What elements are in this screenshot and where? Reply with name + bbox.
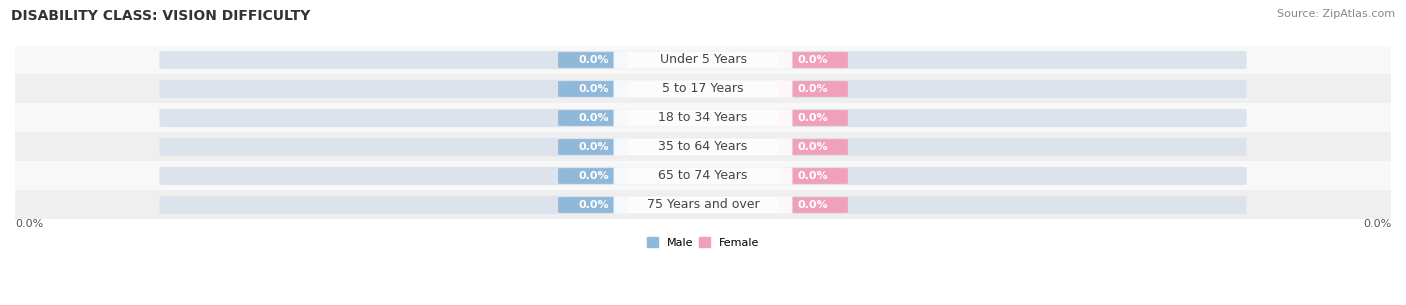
- Text: 0.0%: 0.0%: [797, 171, 828, 181]
- Text: 0.0%: 0.0%: [578, 55, 609, 65]
- FancyBboxPatch shape: [558, 52, 628, 68]
- Text: 0.0%: 0.0%: [797, 113, 828, 123]
- FancyBboxPatch shape: [159, 138, 1247, 156]
- Text: 75 Years and over: 75 Years and over: [647, 199, 759, 211]
- FancyBboxPatch shape: [613, 138, 793, 156]
- FancyBboxPatch shape: [778, 52, 848, 68]
- FancyBboxPatch shape: [613, 167, 793, 185]
- FancyBboxPatch shape: [613, 196, 793, 214]
- FancyBboxPatch shape: [159, 51, 1247, 69]
- Bar: [15, 74, 1391, 103]
- Bar: [15, 45, 1391, 74]
- FancyBboxPatch shape: [558, 197, 628, 213]
- FancyBboxPatch shape: [613, 51, 793, 69]
- FancyBboxPatch shape: [558, 168, 628, 184]
- Text: Under 5 Years: Under 5 Years: [659, 53, 747, 66]
- Text: 0.0%: 0.0%: [1362, 220, 1391, 229]
- Text: 0.0%: 0.0%: [15, 220, 44, 229]
- FancyBboxPatch shape: [558, 110, 628, 126]
- FancyBboxPatch shape: [558, 81, 628, 97]
- Text: 5 to 17 Years: 5 to 17 Years: [662, 82, 744, 95]
- FancyBboxPatch shape: [159, 80, 1247, 98]
- Text: 0.0%: 0.0%: [797, 55, 828, 65]
- Text: Source: ZipAtlas.com: Source: ZipAtlas.com: [1277, 9, 1395, 19]
- Text: DISABILITY CLASS: VISION DIFFICULTY: DISABILITY CLASS: VISION DIFFICULTY: [11, 9, 311, 23]
- Text: 0.0%: 0.0%: [797, 142, 828, 152]
- FancyBboxPatch shape: [778, 197, 848, 213]
- Bar: [15, 161, 1391, 191]
- Text: 35 to 64 Years: 35 to 64 Years: [658, 141, 748, 153]
- Text: 0.0%: 0.0%: [578, 171, 609, 181]
- FancyBboxPatch shape: [613, 109, 793, 127]
- FancyBboxPatch shape: [778, 110, 848, 126]
- FancyBboxPatch shape: [613, 80, 793, 98]
- FancyBboxPatch shape: [558, 139, 628, 155]
- Text: 0.0%: 0.0%: [797, 200, 828, 210]
- Text: 18 to 34 Years: 18 to 34 Years: [658, 112, 748, 124]
- Text: 0.0%: 0.0%: [578, 113, 609, 123]
- Text: 0.0%: 0.0%: [578, 200, 609, 210]
- FancyBboxPatch shape: [159, 109, 1247, 127]
- Text: 65 to 74 Years: 65 to 74 Years: [658, 170, 748, 182]
- FancyBboxPatch shape: [159, 167, 1247, 185]
- Text: 0.0%: 0.0%: [797, 84, 828, 94]
- Text: 0.0%: 0.0%: [578, 142, 609, 152]
- Bar: [15, 191, 1391, 220]
- Legend: Male, Female: Male, Female: [643, 232, 763, 252]
- FancyBboxPatch shape: [778, 168, 848, 184]
- Bar: [15, 103, 1391, 132]
- FancyBboxPatch shape: [778, 139, 848, 155]
- Text: 0.0%: 0.0%: [578, 84, 609, 94]
- FancyBboxPatch shape: [159, 196, 1247, 214]
- FancyBboxPatch shape: [778, 81, 848, 97]
- Bar: [15, 132, 1391, 161]
